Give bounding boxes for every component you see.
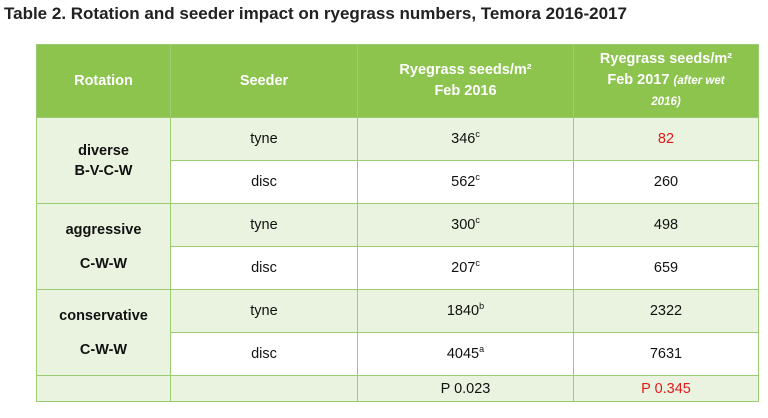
seeder-cell: disc	[170, 332, 358, 376]
feb2016-cell: 346c	[357, 117, 574, 161]
feb2016-cell: 1840b	[357, 289, 574, 333]
p-value-row: P 0.023 P 0.345	[36, 375, 759, 402]
seeder-cell: disc	[170, 246, 358, 290]
rotation-cell: conservative C-W-W	[36, 289, 171, 376]
seeder-cell: tyne	[170, 289, 358, 333]
table-row: disc 4045a 7631	[37, 332, 759, 376]
feb2016-cell: 4045a	[357, 332, 574, 376]
feb2017-cell: 659	[573, 246, 759, 290]
rotation-cell: aggressive C-W-W	[36, 203, 171, 290]
feb2016-cell: 300c	[357, 203, 574, 247]
footer-empty-cell	[170, 375, 358, 402]
table-row: aggressive C-W-W tyne 300c 498	[36, 203, 759, 290]
ryegrass-table: Rotation Seeder Ryegrass seeds/m² Feb 20…	[36, 44, 759, 402]
header-row: Rotation Seeder Ryegrass seeds/m² Feb 20…	[36, 44, 759, 118]
table-row: conservative C-W-W tyne 1840b 2322	[36, 289, 759, 376]
table-row: diverse B-V-C-W tyne 346c 82	[36, 117, 759, 204]
header-feb2016: Ryegrass seeds/m² Feb 2016	[357, 44, 574, 118]
table-row: disc 207c 659	[37, 246, 759, 290]
header-note: (after wet	[673, 75, 725, 87]
header-rotation: Rotation	[36, 44, 171, 118]
header-feb2017: Ryegrass seeds/m² Feb 2017 (after wet 20…	[573, 44, 759, 118]
footer-empty-cell	[36, 375, 171, 402]
header-seeder: Seeder	[170, 44, 358, 118]
seeder-cell: disc	[170, 160, 358, 204]
feb2016-cell: 207c	[357, 246, 574, 290]
feb2017-cell: 7631	[573, 332, 759, 376]
seeder-cell: tyne	[170, 203, 358, 247]
seeder-cell: tyne	[170, 117, 358, 161]
p-value-2016: P 0.023	[357, 375, 574, 402]
feb2017-cell: 498	[573, 203, 759, 247]
table-title: Table 2. Rotation and seeder impact on r…	[4, 4, 627, 23]
rotation-cell: diverse B-V-C-W	[36, 117, 171, 204]
feb2017-cell: 2322	[573, 289, 759, 333]
feb2016-cell: 562c	[357, 160, 574, 204]
feb2017-cell: 260	[573, 160, 759, 204]
header-note-cont: 2016)	[651, 96, 681, 108]
table-row: disc 562c 260	[37, 160, 759, 204]
p-value-2017: P 0.345	[573, 375, 759, 402]
feb2017-cell: 82	[573, 117, 759, 161]
